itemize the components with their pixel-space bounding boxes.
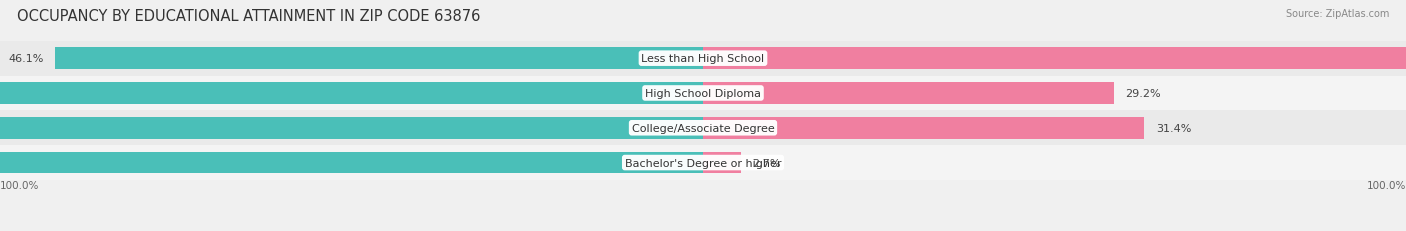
Bar — [0, 111, 1406, 146]
Bar — [0, 83, 703, 104]
Text: 100.0%: 100.0% — [0, 180, 39, 190]
Text: 100.0%: 100.0% — [1367, 180, 1406, 190]
Bar — [0, 76, 1406, 111]
Text: Less than High School: Less than High School — [641, 54, 765, 64]
Bar — [0, 146, 1406, 180]
Text: Source: ZipAtlas.com: Source: ZipAtlas.com — [1285, 9, 1389, 19]
Text: 2.7%: 2.7% — [752, 158, 780, 168]
Bar — [0, 152, 703, 174]
Bar — [703, 48, 1406, 70]
Bar — [703, 83, 1114, 104]
Bar — [0, 118, 703, 139]
Legend: Owner-occupied, Renter-occupied: Owner-occupied, Renter-occupied — [576, 228, 830, 231]
Text: 31.4%: 31.4% — [1156, 123, 1191, 133]
Bar — [55, 48, 703, 70]
Text: High School Diploma: High School Diploma — [645, 88, 761, 99]
Text: 46.1%: 46.1% — [8, 54, 44, 64]
Text: Bachelor's Degree or higher: Bachelor's Degree or higher — [624, 158, 782, 168]
Bar — [703, 152, 741, 174]
Bar — [703, 118, 1144, 139]
Bar — [0, 42, 1406, 76]
Text: College/Associate Degree: College/Associate Degree — [631, 123, 775, 133]
Text: 29.2%: 29.2% — [1125, 88, 1160, 99]
Text: OCCUPANCY BY EDUCATIONAL ATTAINMENT IN ZIP CODE 63876: OCCUPANCY BY EDUCATIONAL ATTAINMENT IN Z… — [17, 9, 481, 24]
